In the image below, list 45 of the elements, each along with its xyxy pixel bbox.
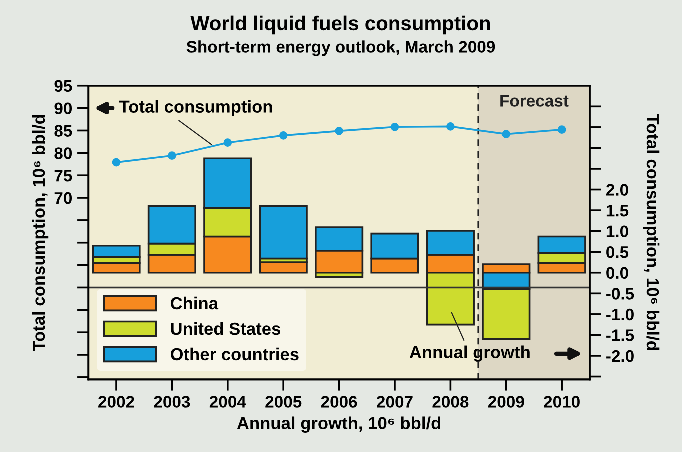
y2-tick-label: 1.0 [606, 226, 628, 238]
point [112, 158, 121, 167]
x-tick-label: 2007 [377, 396, 413, 408]
legend-label: Other countries [170, 348, 299, 361]
y-tick-label: 70 [54, 192, 72, 204]
y2-tick-label: -0.5 [606, 288, 634, 300]
y2-tick-label: -1.0 [606, 308, 634, 321]
point [502, 130, 511, 138]
y-tick-label: 85 [54, 125, 72, 137]
point [335, 127, 344, 136]
x-tick-label: 2009 [488, 396, 524, 408]
legend-label: China [170, 296, 219, 310]
band-label: Forecast [500, 95, 569, 107]
legend-label: United States [171, 322, 280, 336]
x-axis-title: Annual growth, 10⁶ bbl/d [237, 416, 441, 434]
y2-tick-label: -1.5 [606, 330, 634, 342]
point [279, 132, 288, 140]
bar [259, 205, 308, 260]
chart-subtitle: Short-term energy outlook, March 2009 [186, 40, 496, 56]
y2-tick-label: 0.5 [606, 246, 629, 258]
series-label: Total consumption [119, 100, 272, 116]
x-tick-label: 2010 [544, 396, 580, 408]
chart-title: World liquid fuels consumption [190, 16, 490, 35]
y-axis-title: Total consumption, 10⁶ bbl/d [32, 115, 49, 352]
y2-tick-label: 1.5 [606, 205, 629, 217]
y2-axis-title: Total consumption, 10⁶ bbl/d [643, 114, 660, 350]
x-tick-label: 2006 [321, 396, 358, 408]
annotation: Annual growth [410, 346, 530, 362]
x-tick-label: 2005 [266, 396, 302, 408]
point [390, 122, 400, 132]
point [168, 152, 176, 160]
x-tick-label: 2002 [98, 396, 134, 408]
y2-tick-label: 2.0 [606, 184, 628, 196]
y-tick-label: 95 [54, 80, 72, 92]
y-tick-label: 80 [54, 148, 72, 160]
x-tick-label: 2004 [210, 396, 246, 408]
y2-tick-label: 0.0 [606, 267, 628, 280]
point [446, 122, 455, 131]
point [224, 138, 232, 148]
y2-tick-label: -2.0 [606, 350, 634, 362]
x-tick-label: 2008 [432, 396, 469, 408]
y-tick-label: 75 [54, 170, 72, 182]
y-tick-label: 90 [54, 102, 72, 115]
point [558, 126, 566, 134]
x-tick-label: 2003 [154, 396, 190, 408]
